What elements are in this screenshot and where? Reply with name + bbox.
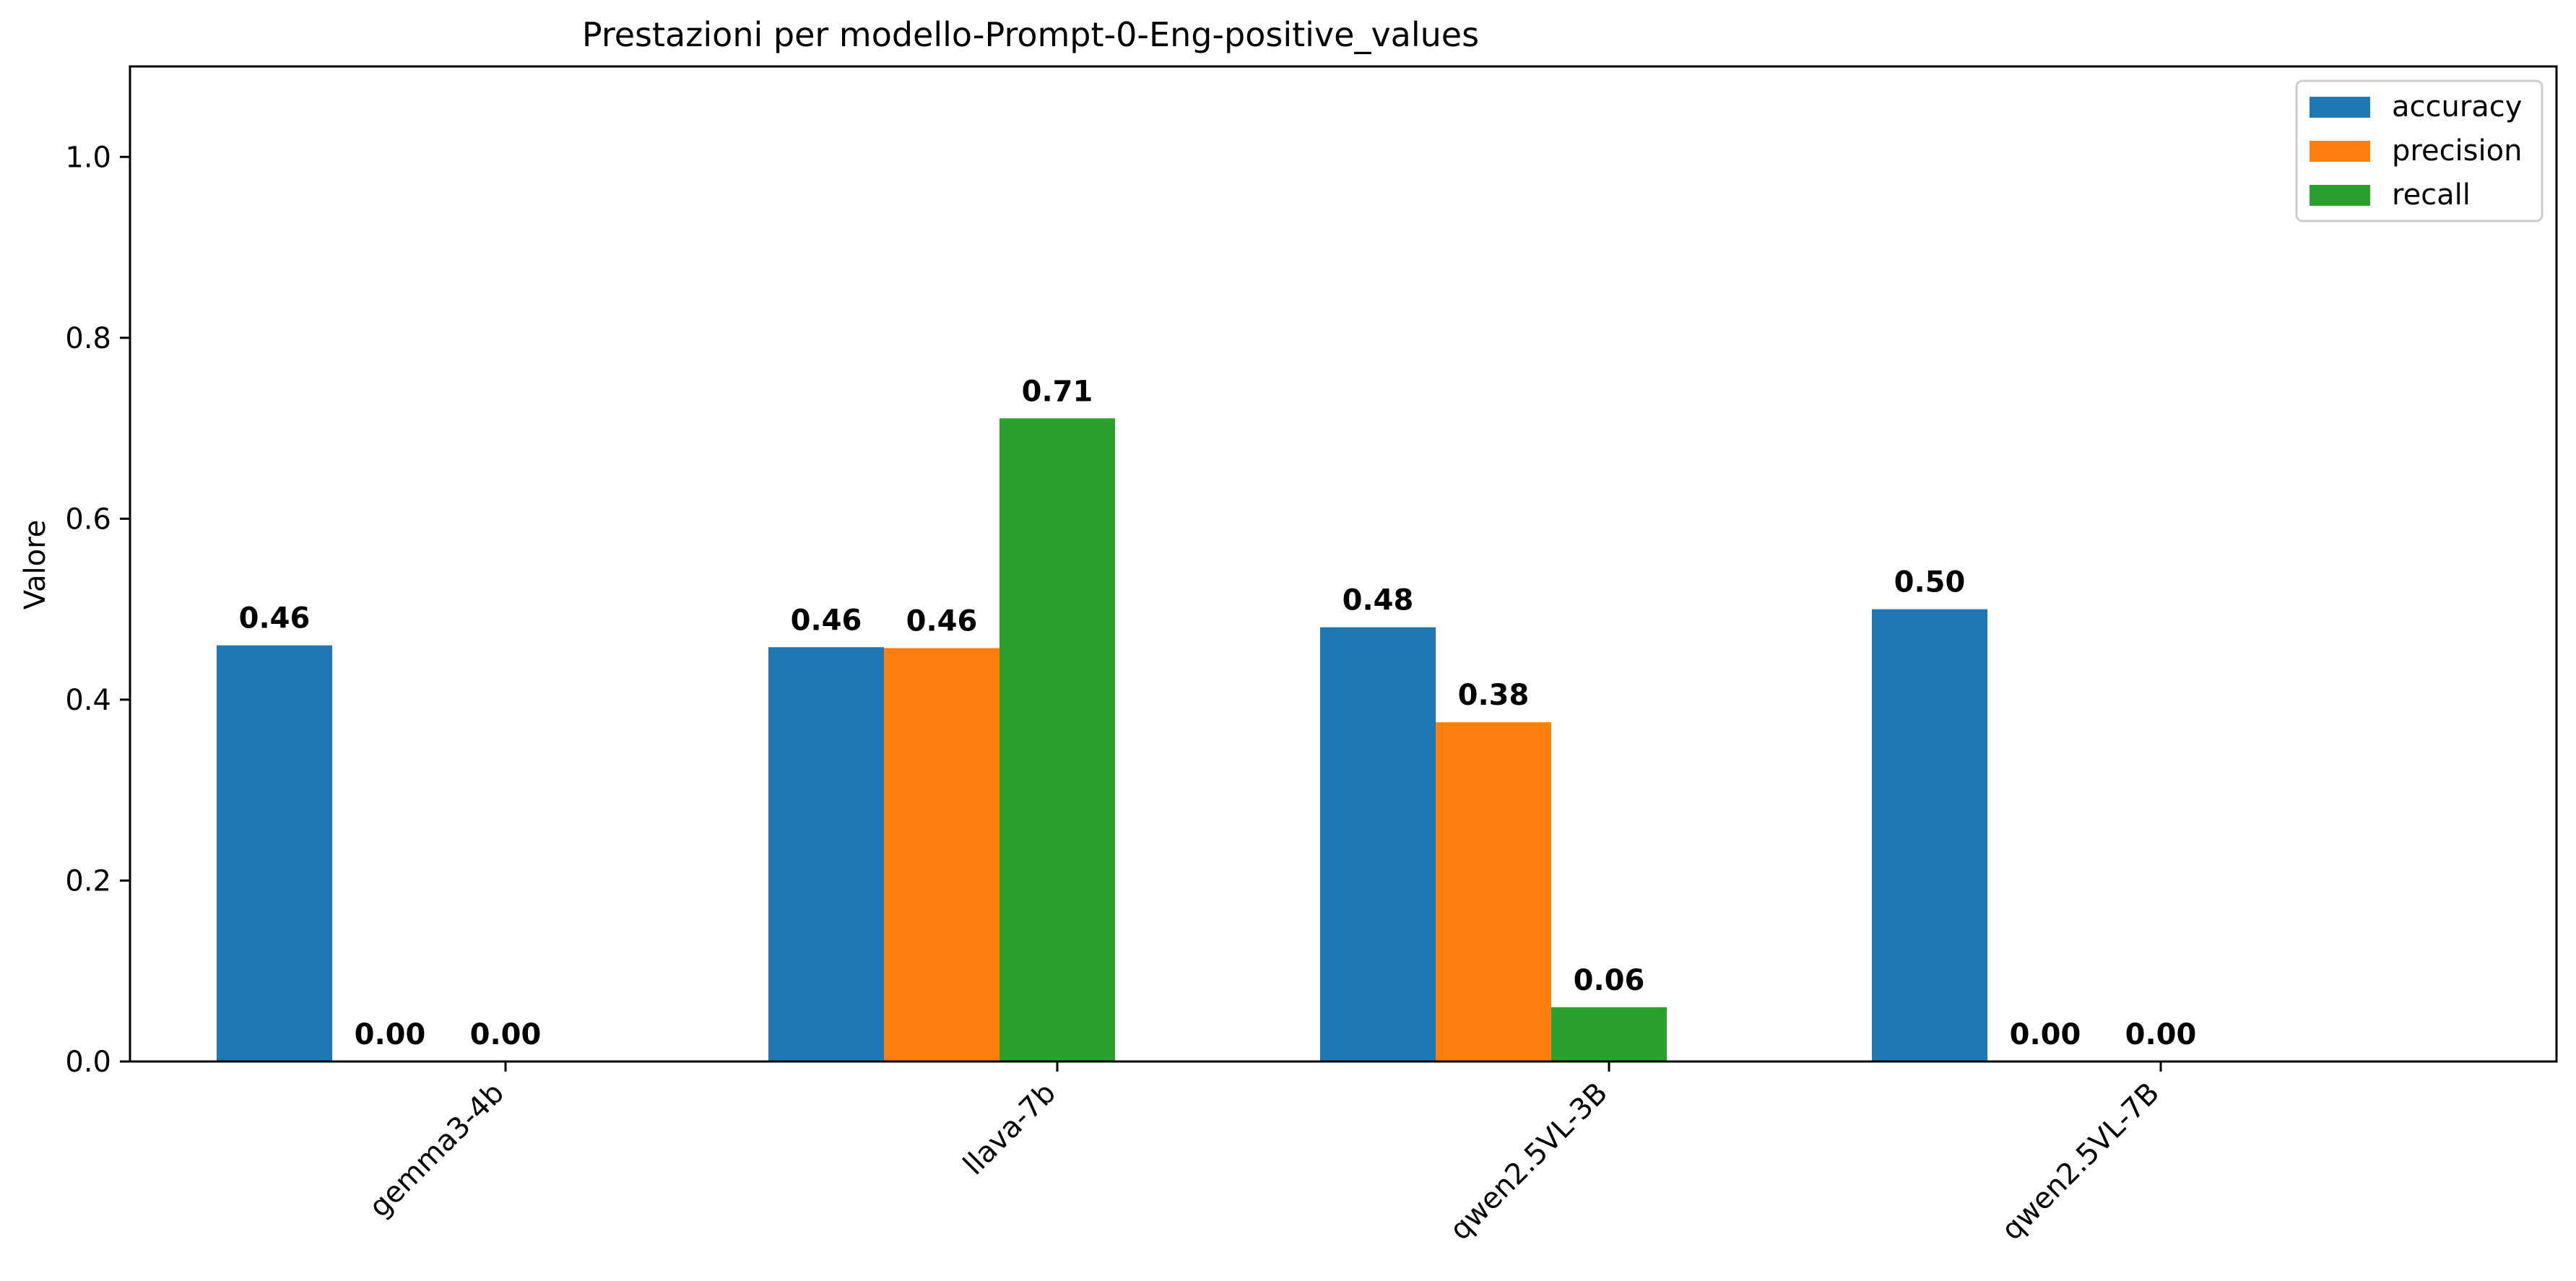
value-label-accuracy-qwen2.5VL-7B: 0.50 <box>1894 566 1966 599</box>
y-tick-label: 0.4 <box>65 684 111 717</box>
plot-frame <box>129 65 2558 1063</box>
bar-accuracy-qwen2.5VL-7B <box>1872 609 1987 1061</box>
y-tick-label: 0.0 <box>65 1046 111 1079</box>
value-label-precision-qwen2.5VL-3B: 0.38 <box>1458 679 1530 712</box>
value-label-recall-llava-7b: 0.71 <box>1022 375 1093 408</box>
x-axis: gemma3-4b llava-7b qwen2.5VL-3B qwen2.5VL-7… <box>363 1061 2166 1247</box>
value-label-recall-qwen2.5VL-7B: 0.00 <box>2125 1018 2197 1051</box>
legend: accuracy precision recall <box>2295 79 2544 222</box>
value-label-accuracy-qwen2.5VL-3B: 0.48 <box>1343 584 1414 617</box>
x-tick-label-llava-7b: llava-7b <box>957 1077 1062 1182</box>
bar-recall-qwen2.5VL-3B <box>1551 1007 1667 1061</box>
y-axis: 0.0 0.2 0.4 0.6 0.8 1.0 <box>65 141 130 1079</box>
y-tick-label: 1.0 <box>65 141 111 174</box>
chart-title: Prestazioni per modello-Prompt-0-Eng-pos… <box>582 15 1479 54</box>
y-tick-label: 0.8 <box>65 322 111 355</box>
bar-accuracy-qwen2.5VL-3B <box>1320 627 1436 1061</box>
legend-swatch-precision <box>2310 141 2370 162</box>
bar-precision-llava-7b <box>884 648 999 1061</box>
bar-accuracy-gemma3-4b <box>217 645 332 1061</box>
legend-swatch-accuracy <box>2310 97 2370 118</box>
x-tick-label-qwen2.5VL-3B: qwen2.5VL-3B <box>1444 1077 1614 1247</box>
value-label-precision-llava-7b: 0.46 <box>906 605 978 638</box>
bar-recall-llava-7b <box>999 418 1115 1061</box>
y-tick-label: 0.2 <box>65 864 111 898</box>
value-labels-layer: 0.46 0.46 0.48 0.50 0.00 0.46 0.38 0.00 0.00 0.71… <box>239 375 2197 1051</box>
value-label-precision-qwen2.5VL-7B: 0.00 <box>2010 1018 2081 1051</box>
bar-accuracy-llava-7b <box>768 647 884 1061</box>
value-label-precision-gemma3-4b: 0.00 <box>355 1018 426 1051</box>
bar-precision-qwen2.5VL-3B <box>1436 722 1551 1061</box>
value-label-accuracy-gemma3-4b: 0.46 <box>239 602 311 635</box>
legend-swatch-recall <box>2310 185 2370 206</box>
legend-label-precision: precision <box>2392 134 2522 168</box>
value-label-recall-qwen2.5VL-3B: 0.06 <box>1574 964 1645 997</box>
x-tick-label-gemma3-4b: gemma3-4b <box>363 1077 511 1224</box>
value-label-accuracy-llava-7b: 0.46 <box>791 604 862 637</box>
y-tick-label: 0.6 <box>65 503 111 536</box>
legend-label-accuracy: accuracy <box>2392 90 2522 123</box>
y-axis-label: Valore <box>19 520 52 610</box>
bars-layer <box>217 418 1987 1061</box>
x-tick-label-qwen2.5VL-7B: qwen2.5VL-7B <box>1995 1077 2166 1247</box>
legend-label-recall: recall <box>2392 178 2471 212</box>
value-label-recall-gemma3-4b: 0.00 <box>470 1018 542 1051</box>
